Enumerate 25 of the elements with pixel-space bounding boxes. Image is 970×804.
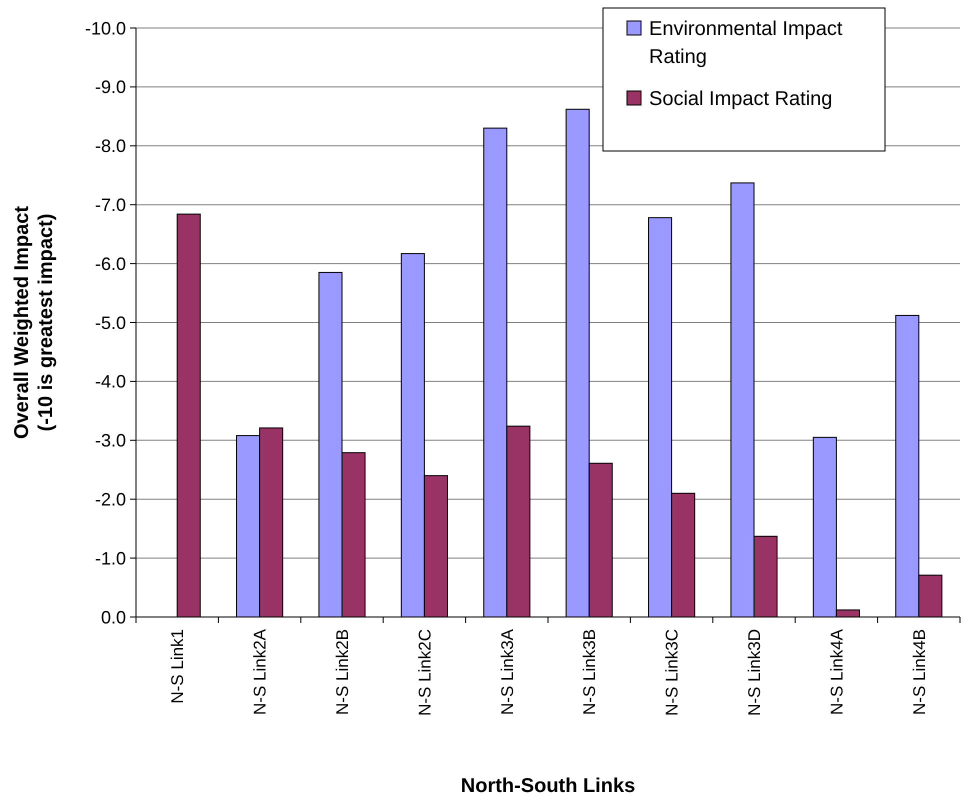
y-axis-title: Overall Weighted Impact (-10 is greatest impact) xyxy=(11,206,57,440)
x-tick-label: N-S Link3D xyxy=(744,629,764,716)
y-tick-label: -9.0 xyxy=(94,77,126,98)
x-axis-title: North-South Links xyxy=(460,775,636,797)
x-tick-label: N-S Link2A xyxy=(250,628,270,715)
y-tick-label: -6.0 xyxy=(94,254,126,274)
x-tick-label: N-S Link3A xyxy=(498,628,517,715)
y-tick-label: -4.0 xyxy=(94,372,126,392)
y-tick-label: -5.0 xyxy=(94,312,126,333)
x-tick-label: N-S Link4A xyxy=(827,628,846,715)
y-tick-label: 0.0 xyxy=(100,607,126,628)
y-tick-label: -8.0 xyxy=(94,136,126,156)
y-tick-label: -7.0 xyxy=(94,195,126,215)
y-tick-label: -1.0 xyxy=(94,548,126,568)
x-tick-label: N-S Link2B xyxy=(332,629,352,715)
legend-label: Social Impact Rating xyxy=(649,88,832,110)
x-tick-label: N-S Link3B xyxy=(580,629,600,715)
x-tick-label: N-S Link4B xyxy=(910,629,929,715)
y-tick-label: -2.0 xyxy=(94,490,126,510)
legend-label: Environmental Impact Rating xyxy=(649,18,843,68)
x-tick-label: N-S Link2C xyxy=(415,629,434,716)
x-tick-label: N-S Link3C xyxy=(662,629,682,716)
x-tick-label: N-S Link1 xyxy=(168,629,188,704)
y-tick-label: -3.0 xyxy=(94,430,126,451)
y-tick-label: -10.0 xyxy=(84,18,126,38)
